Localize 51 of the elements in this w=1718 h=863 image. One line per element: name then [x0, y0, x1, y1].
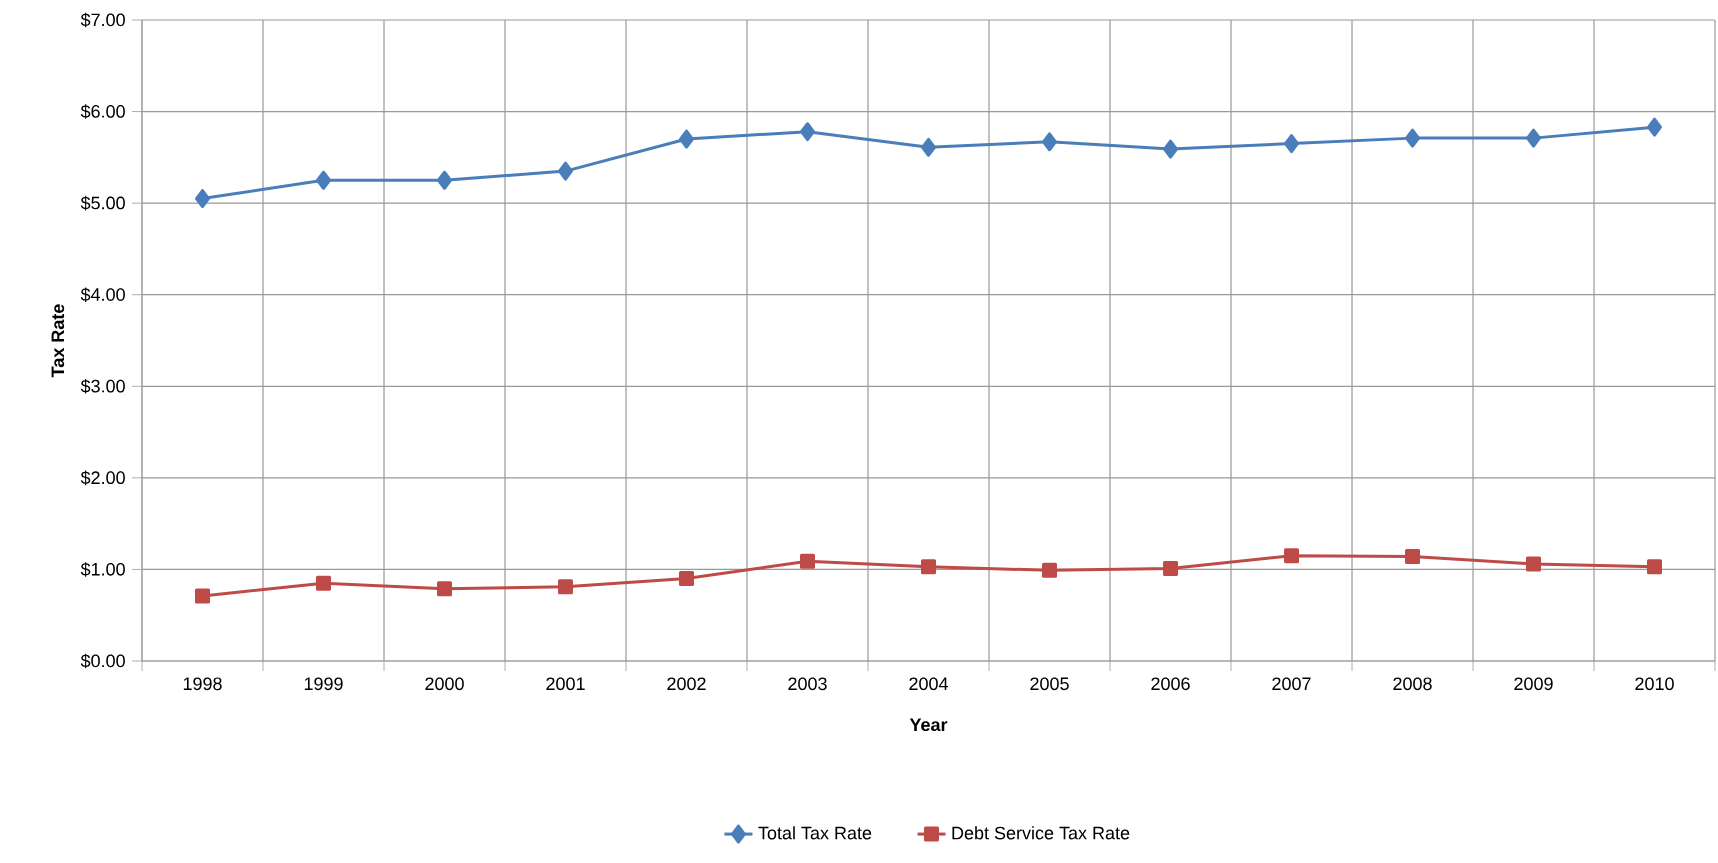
x-tick-label: 2006	[1151, 677, 1190, 691]
x-tick-label: 2002	[667, 677, 706, 691]
point	[921, 559, 937, 575]
x-tick-label: 2003	[788, 677, 827, 691]
point	[1284, 548, 1300, 564]
x-tick-label: 1999	[304, 677, 343, 691]
legend-label: Total Tax Rate	[758, 826, 872, 840]
x-axis-title: Year	[909, 718, 948, 732]
point	[800, 122, 816, 142]
point	[800, 553, 816, 569]
point	[316, 170, 332, 190]
x-tick-label: 2004	[909, 677, 948, 691]
point	[1526, 128, 1542, 148]
y-tick-label: $6.00	[80, 104, 125, 119]
x-tick-label: 2008	[1393, 677, 1432, 691]
y-tick-label: $1.00	[80, 562, 125, 577]
y-tick-label: $7.00	[80, 12, 125, 28]
point	[1042, 132, 1058, 152]
point	[558, 161, 573, 181]
point	[1405, 549, 1421, 565]
y-tick-label: $3.00	[80, 378, 125, 394]
point	[1163, 561, 1179, 577]
x-tick-label: 1998	[183, 677, 222, 691]
point	[437, 170, 453, 190]
point	[195, 189, 210, 209]
point	[1647, 559, 1663, 575]
legend-label: Debt Service Tax Rate	[952, 826, 1130, 840]
x-tick-label: 2009	[1514, 677, 1553, 691]
point	[921, 137, 937, 157]
x-tick-label: 2007	[1272, 677, 1311, 691]
y-tick-label: $2.00	[80, 470, 125, 486]
point	[1042, 562, 1058, 578]
point	[1647, 117, 1663, 137]
x-tick-label: 2001	[546, 677, 585, 691]
y-tick-label: $4.00	[80, 287, 125, 303]
x-tick-label: 2005	[1030, 677, 1069, 691]
point	[1163, 139, 1179, 159]
point	[679, 571, 695, 587]
y-tick-label: $5.00	[80, 195, 125, 211]
point	[316, 575, 332, 591]
x-tick-label: 2010	[1635, 677, 1674, 691]
point	[1526, 556, 1542, 572]
y-axis-title: Tax Rate	[51, 304, 65, 378]
point	[1405, 128, 1421, 148]
y-tick-label: $0.00	[80, 653, 125, 669]
point	[679, 129, 695, 149]
point	[1284, 134, 1300, 154]
point	[195, 588, 210, 604]
x-tick-label: 2000	[425, 677, 464, 691]
point	[437, 581, 453, 597]
point	[558, 579, 573, 595]
